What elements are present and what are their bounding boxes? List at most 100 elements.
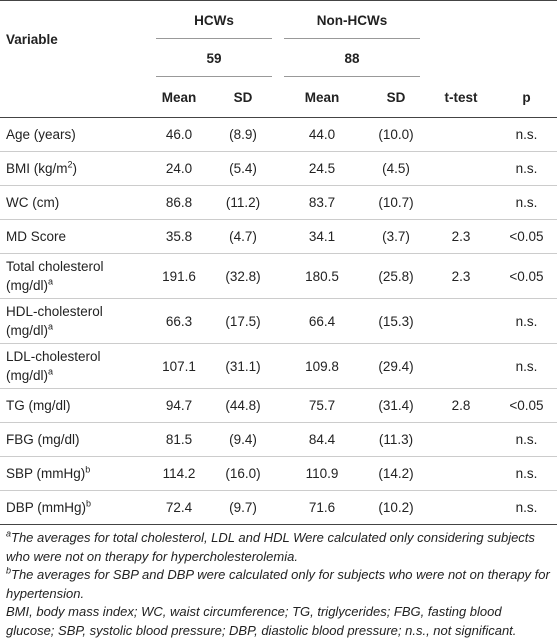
table-cell xyxy=(426,117,496,152)
footnote-text: The averages for total cholesterol, LDL … xyxy=(6,530,535,564)
label-text: MD Score xyxy=(6,229,67,244)
row-label: LDL-cholesterol (mg/dl)a xyxy=(0,343,150,389)
label-superscript: a xyxy=(48,366,54,377)
column-header: Mean xyxy=(150,77,208,118)
group-name: Non-HCWs xyxy=(278,1,426,40)
table-body: Age (years) 46.0 (8.9) 44.0 (10.0) n.s. BMI (k… xyxy=(0,117,557,525)
row-label: BMI (kg/m2) xyxy=(0,151,150,186)
table-cell: 72.4 xyxy=(165,500,193,515)
row-label: MD Score xyxy=(0,219,150,254)
table-cell: (31.4) xyxy=(366,388,426,423)
row-label: HDL-cholesterol (mg/dl)a xyxy=(0,298,150,344)
column-header: t-test xyxy=(426,77,496,118)
group-n: 59 xyxy=(150,39,278,77)
table-row: Total cholesterol (mg/dl)a 191.6 (32.8) 180… xyxy=(0,253,557,299)
group-n: 88 xyxy=(278,39,426,77)
table-cell: 110.9 xyxy=(278,456,366,491)
table-cell: (32.8) xyxy=(208,253,278,299)
table-cell: (11.2) xyxy=(208,185,278,220)
row-label: SBP (mmHg)b xyxy=(0,456,150,491)
table-cell: 71.6 xyxy=(308,500,336,515)
table-cell: 94.7 xyxy=(150,388,208,423)
footnote-marker: a xyxy=(6,528,12,539)
column-header: p xyxy=(496,77,557,118)
header-row: Mean SD Mean SD t-test p xyxy=(0,77,557,118)
label-superscript: a xyxy=(48,276,54,287)
row-label: FBG (mg/dl) xyxy=(0,422,150,457)
footnote: aThe averages for total cholesterol, LDL… xyxy=(6,529,551,566)
header-row: Variable HCWs Non-HCWs xyxy=(0,1,557,47)
table-row: LDL-cholesterol (mg/dl)a 107.1 (31.1) 109.8… xyxy=(0,343,557,389)
label-text: Total cholesterol (mg/dl) xyxy=(6,259,104,293)
group-name: HCWs xyxy=(150,1,278,40)
label-superscript: b xyxy=(86,498,92,509)
table-cell: 86.8 xyxy=(150,185,208,220)
label-text: BMI (kg/m xyxy=(6,161,68,176)
table-cell: 44.0 xyxy=(278,117,366,152)
table-cell: (4.5) xyxy=(366,151,426,186)
table-row: HDL-cholesterol (mg/dl)a 66.3 (17.5) 66.4 (1… xyxy=(0,298,557,344)
table-cell: 66.3 xyxy=(150,298,208,344)
table-cell: (10.2) xyxy=(378,500,414,515)
table-row: BMI (kg/m2) 24.0 (5.4) 24.5 (4.5) n.s. xyxy=(0,151,557,186)
table-cell: 75.7 xyxy=(278,388,366,423)
table-cell: n.s. xyxy=(496,298,557,344)
column-header: Mean xyxy=(278,77,366,118)
table-cell xyxy=(426,491,496,525)
row-label: TG (mg/dl) xyxy=(0,388,150,423)
column-header: SD xyxy=(208,77,278,118)
footnote-text: BMI, body mass index; WC, waist circumfe… xyxy=(6,604,517,638)
table-cell: n.s. xyxy=(496,151,557,186)
footnote: BMI, body mass index; WC, waist circumfe… xyxy=(6,603,551,640)
table-cell: 2.3 xyxy=(426,253,496,299)
label-text: HDL-cholesterol (mg/dl) xyxy=(6,304,103,338)
footnotes: aThe averages for total cholesterol, LDL… xyxy=(0,525,557,640)
table-cell: 83.7 xyxy=(278,185,366,220)
table-cell: 84.4 xyxy=(278,422,366,457)
table-cell: 2.3 xyxy=(426,219,496,254)
label-superscript: b xyxy=(85,464,91,475)
table-cell: (14.2) xyxy=(366,456,426,491)
table-cell: 191.6 xyxy=(150,253,208,299)
table-cell: 24.5 xyxy=(278,151,366,186)
footnote: bThe averages for SBP and DBP were calcu… xyxy=(6,566,551,603)
label-text: ) xyxy=(72,161,78,176)
table-cell: (10.0) xyxy=(366,117,426,152)
footnote-text: The averages for SBP and DBP were calcul… xyxy=(6,567,550,601)
table-cell: 107.1 xyxy=(150,343,208,389)
table-cell: 109.8 xyxy=(278,343,366,389)
table-cell: (25.8) xyxy=(366,253,426,299)
table-cell: n.s. xyxy=(515,500,538,515)
table-cell: 35.8 xyxy=(150,219,208,254)
table-cell: (10.7) xyxy=(366,185,426,220)
label-text: LDL-cholesterol (mg/dl) xyxy=(6,349,101,383)
table-cell: n.s. xyxy=(496,343,557,389)
row-label: DBP (mmHg)b xyxy=(0,491,150,525)
table-cell xyxy=(426,456,496,491)
table-cell: (9.4) xyxy=(208,422,278,457)
table-cell: (9.7) xyxy=(229,500,257,515)
table-cell: (44.8) xyxy=(208,388,278,423)
table-cell: (4.7) xyxy=(208,219,278,254)
table-cell: n.s. xyxy=(496,422,557,457)
table-cell: 34.1 xyxy=(278,219,366,254)
table-cell: n.s. xyxy=(496,117,557,152)
table-cell: (5.4) xyxy=(208,151,278,186)
table-row: FBG (mg/dl) 81.5 (9.4) 84.4 (11.3) n.s. xyxy=(0,422,557,457)
table-cell: 66.4 xyxy=(278,298,366,344)
table-row: SBP (mmHg)b 114.2 (16.0) 110.9 (14.2) n.s. xyxy=(0,456,557,491)
table-row: DBP (mmHg)b 72.4 (9.7) 71.6 (10.2) n.s. xyxy=(0,491,557,525)
table-cell: (16.0) xyxy=(208,456,278,491)
label-text: FBG (mg/dl) xyxy=(6,432,80,447)
table-cell: <0.05 xyxy=(496,388,557,423)
data-table: Variable HCWs Non-HCWs 59 88 Mean SD Mean S… xyxy=(0,0,557,525)
table-cell: 2.8 xyxy=(426,388,496,423)
table-cell: (29.4) xyxy=(366,343,426,389)
table-cell: (15.3) xyxy=(366,298,426,344)
variable-header: Variable xyxy=(6,31,58,47)
label-text: DBP (mmHg) xyxy=(6,500,87,515)
table-cell: <0.05 xyxy=(496,219,557,254)
table-cell xyxy=(426,151,496,186)
table-cell: (17.5) xyxy=(208,298,278,344)
